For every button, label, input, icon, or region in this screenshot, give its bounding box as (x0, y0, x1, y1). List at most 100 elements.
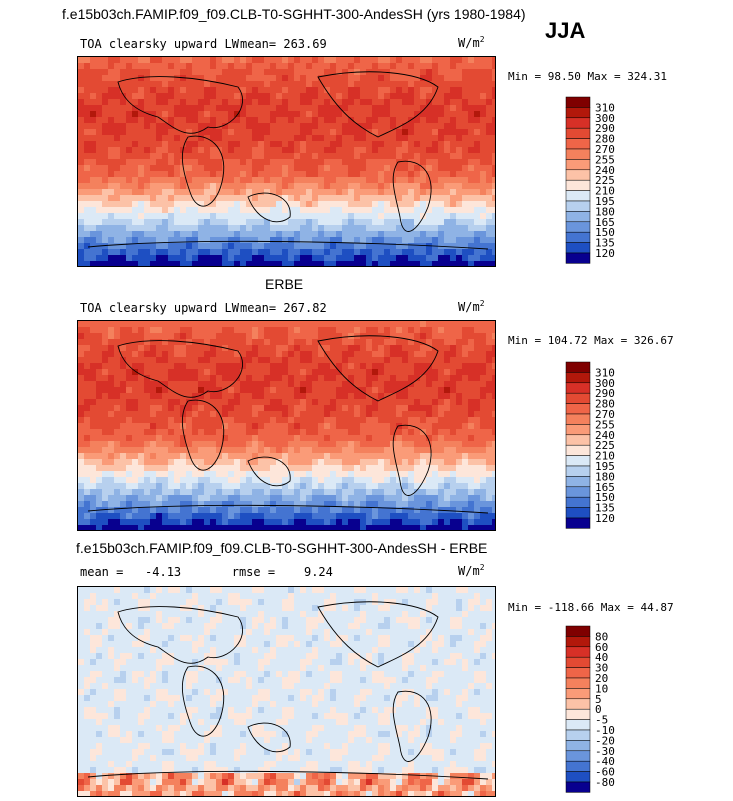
colorbar-swatch (565, 242, 591, 254)
colorbar-label: 255 (595, 153, 615, 166)
colorbar-label: 5 (595, 693, 602, 706)
colorbar-label: 135 (595, 237, 615, 250)
colorbar-label: 180 (595, 205, 615, 218)
colorbar-swatch (565, 434, 591, 446)
colorbar-label: 270 (595, 143, 615, 156)
colorbar-swatch (565, 507, 591, 519)
colorbar-swatch (565, 252, 591, 264)
minmax-text: Min = 104.72 Max = 326.67 (508, 334, 674, 347)
coastlines (87, 335, 489, 514)
colorbar-label: -30 (595, 745, 615, 758)
colorbar-label: 120 (595, 247, 615, 260)
colorbar-swatch (565, 424, 591, 436)
colorbar-swatch (565, 148, 591, 160)
colorbar-label: -40 (595, 755, 615, 768)
figure-title: f.e15b03ch.FAMIP.f09_f09.CLB-T0-SGHHT-30… (62, 6, 526, 22)
colorbar-label: 225 (595, 439, 615, 452)
colorbar-swatch (565, 781, 591, 793)
season-label: JJA (545, 18, 586, 43)
colorbar-swatch (565, 159, 591, 171)
colorbar-label: 20 (595, 672, 608, 685)
colorbar-label: 280 (595, 398, 615, 411)
heatmap-cells (78, 587, 495, 796)
panel-units: W/m2 (458, 35, 485, 50)
colorbar-label: 240 (595, 164, 615, 177)
colorbar-label: 210 (595, 185, 615, 198)
heatmap-cells (78, 321, 495, 530)
colorbar-label: 180 (595, 470, 615, 483)
colorbar-label: -80 (595, 776, 615, 789)
colorbar-swatch (565, 636, 591, 648)
colorbar-label: 150 (595, 491, 615, 504)
colorbar-swatch (565, 729, 591, 741)
colorbar-swatch (565, 517, 591, 529)
colorbar-label: 40 (595, 651, 608, 664)
colorbar-label: 280 (595, 133, 615, 146)
colorbar-swatch (565, 117, 591, 129)
colorbar-label: 210 (595, 450, 615, 463)
colorbar-swatch (565, 646, 591, 658)
colorbar-label: -5 (595, 714, 608, 727)
panel-mean: mean= 267.82 (240, 301, 327, 315)
colorbar-swatch (565, 444, 591, 456)
colorbar-swatch (565, 169, 591, 181)
heatmap-diff (77, 586, 496, 797)
panel-variable: TOA clearsky upward LW (80, 37, 239, 51)
colorbar-swatch (565, 372, 591, 384)
heatmap-obs (77, 320, 496, 531)
colorbar-swatch (565, 107, 591, 119)
panel-mean: mean= 263.69 (240, 37, 327, 51)
colorbar-label: 120 (595, 512, 615, 525)
coastlines (87, 601, 489, 780)
colorbar-label: 165 (595, 216, 615, 229)
colorbar-label: 195 (595, 195, 615, 208)
colorbar-swatch (565, 127, 591, 139)
colorbar-swatch (565, 486, 591, 498)
panel-stats: mean = -4.13 rmse = 9.24 (80, 565, 333, 579)
colorbar-swatch (565, 179, 591, 191)
minmax-text: Min = -118.66 Max = 44.87 (508, 601, 674, 614)
colorbar-swatch (565, 625, 591, 637)
colorbar-label: 310 (595, 101, 615, 114)
colorbar-label: -60 (595, 766, 615, 779)
colorbar-label: 80 (595, 630, 608, 643)
colorbar-swatch (565, 667, 591, 679)
minmax-text: Min = 98.50 Max = 324.31 (508, 70, 667, 83)
colorbar-label: 60 (595, 641, 608, 654)
colorbar-label: 290 (595, 387, 615, 400)
colorbar-swatch (565, 698, 591, 710)
colorbar-swatch (565, 190, 591, 202)
colorbar-label: 195 (595, 460, 615, 473)
colorbar-swatch (565, 392, 591, 404)
colorbar-label: -10 (595, 724, 615, 737)
colorbar-label: -20 (595, 734, 615, 747)
colorbar-swatch (565, 455, 591, 467)
colorbar-swatch (565, 231, 591, 243)
colorbar-swatch (565, 403, 591, 415)
colorbar: 3103002902802702552402252101951801651501… (565, 96, 615, 264)
colorbar-label: 300 (595, 377, 615, 390)
colorbar-swatch (565, 750, 591, 762)
colorbar-label: 30 (595, 662, 608, 675)
colorbar-swatch (565, 138, 591, 150)
colorbar-swatch (565, 221, 591, 233)
colorbar-swatch (565, 740, 591, 752)
colorbar-swatch (565, 382, 591, 394)
colorbar-label: 255 (595, 418, 615, 431)
colorbar-swatch (565, 688, 591, 700)
colorbar-swatch (565, 656, 591, 668)
colorbar-swatch (565, 760, 591, 772)
colorbar-swatch (565, 708, 591, 720)
colorbar-label: 310 (595, 366, 615, 379)
colorbar-label: 150 (595, 226, 615, 239)
colorbar-label: 10 (595, 682, 608, 695)
colorbar-label: 270 (595, 408, 615, 421)
colorbar-swatch (565, 361, 591, 373)
panel-units: W/m2 (458, 563, 485, 578)
colorbar-label: 300 (595, 112, 615, 125)
heatmap-cells (78, 57, 495, 266)
colorbar-swatch (565, 465, 591, 477)
panel-variable: TOA clearsky upward LW (80, 301, 239, 315)
section-title: ERBE (265, 276, 304, 292)
